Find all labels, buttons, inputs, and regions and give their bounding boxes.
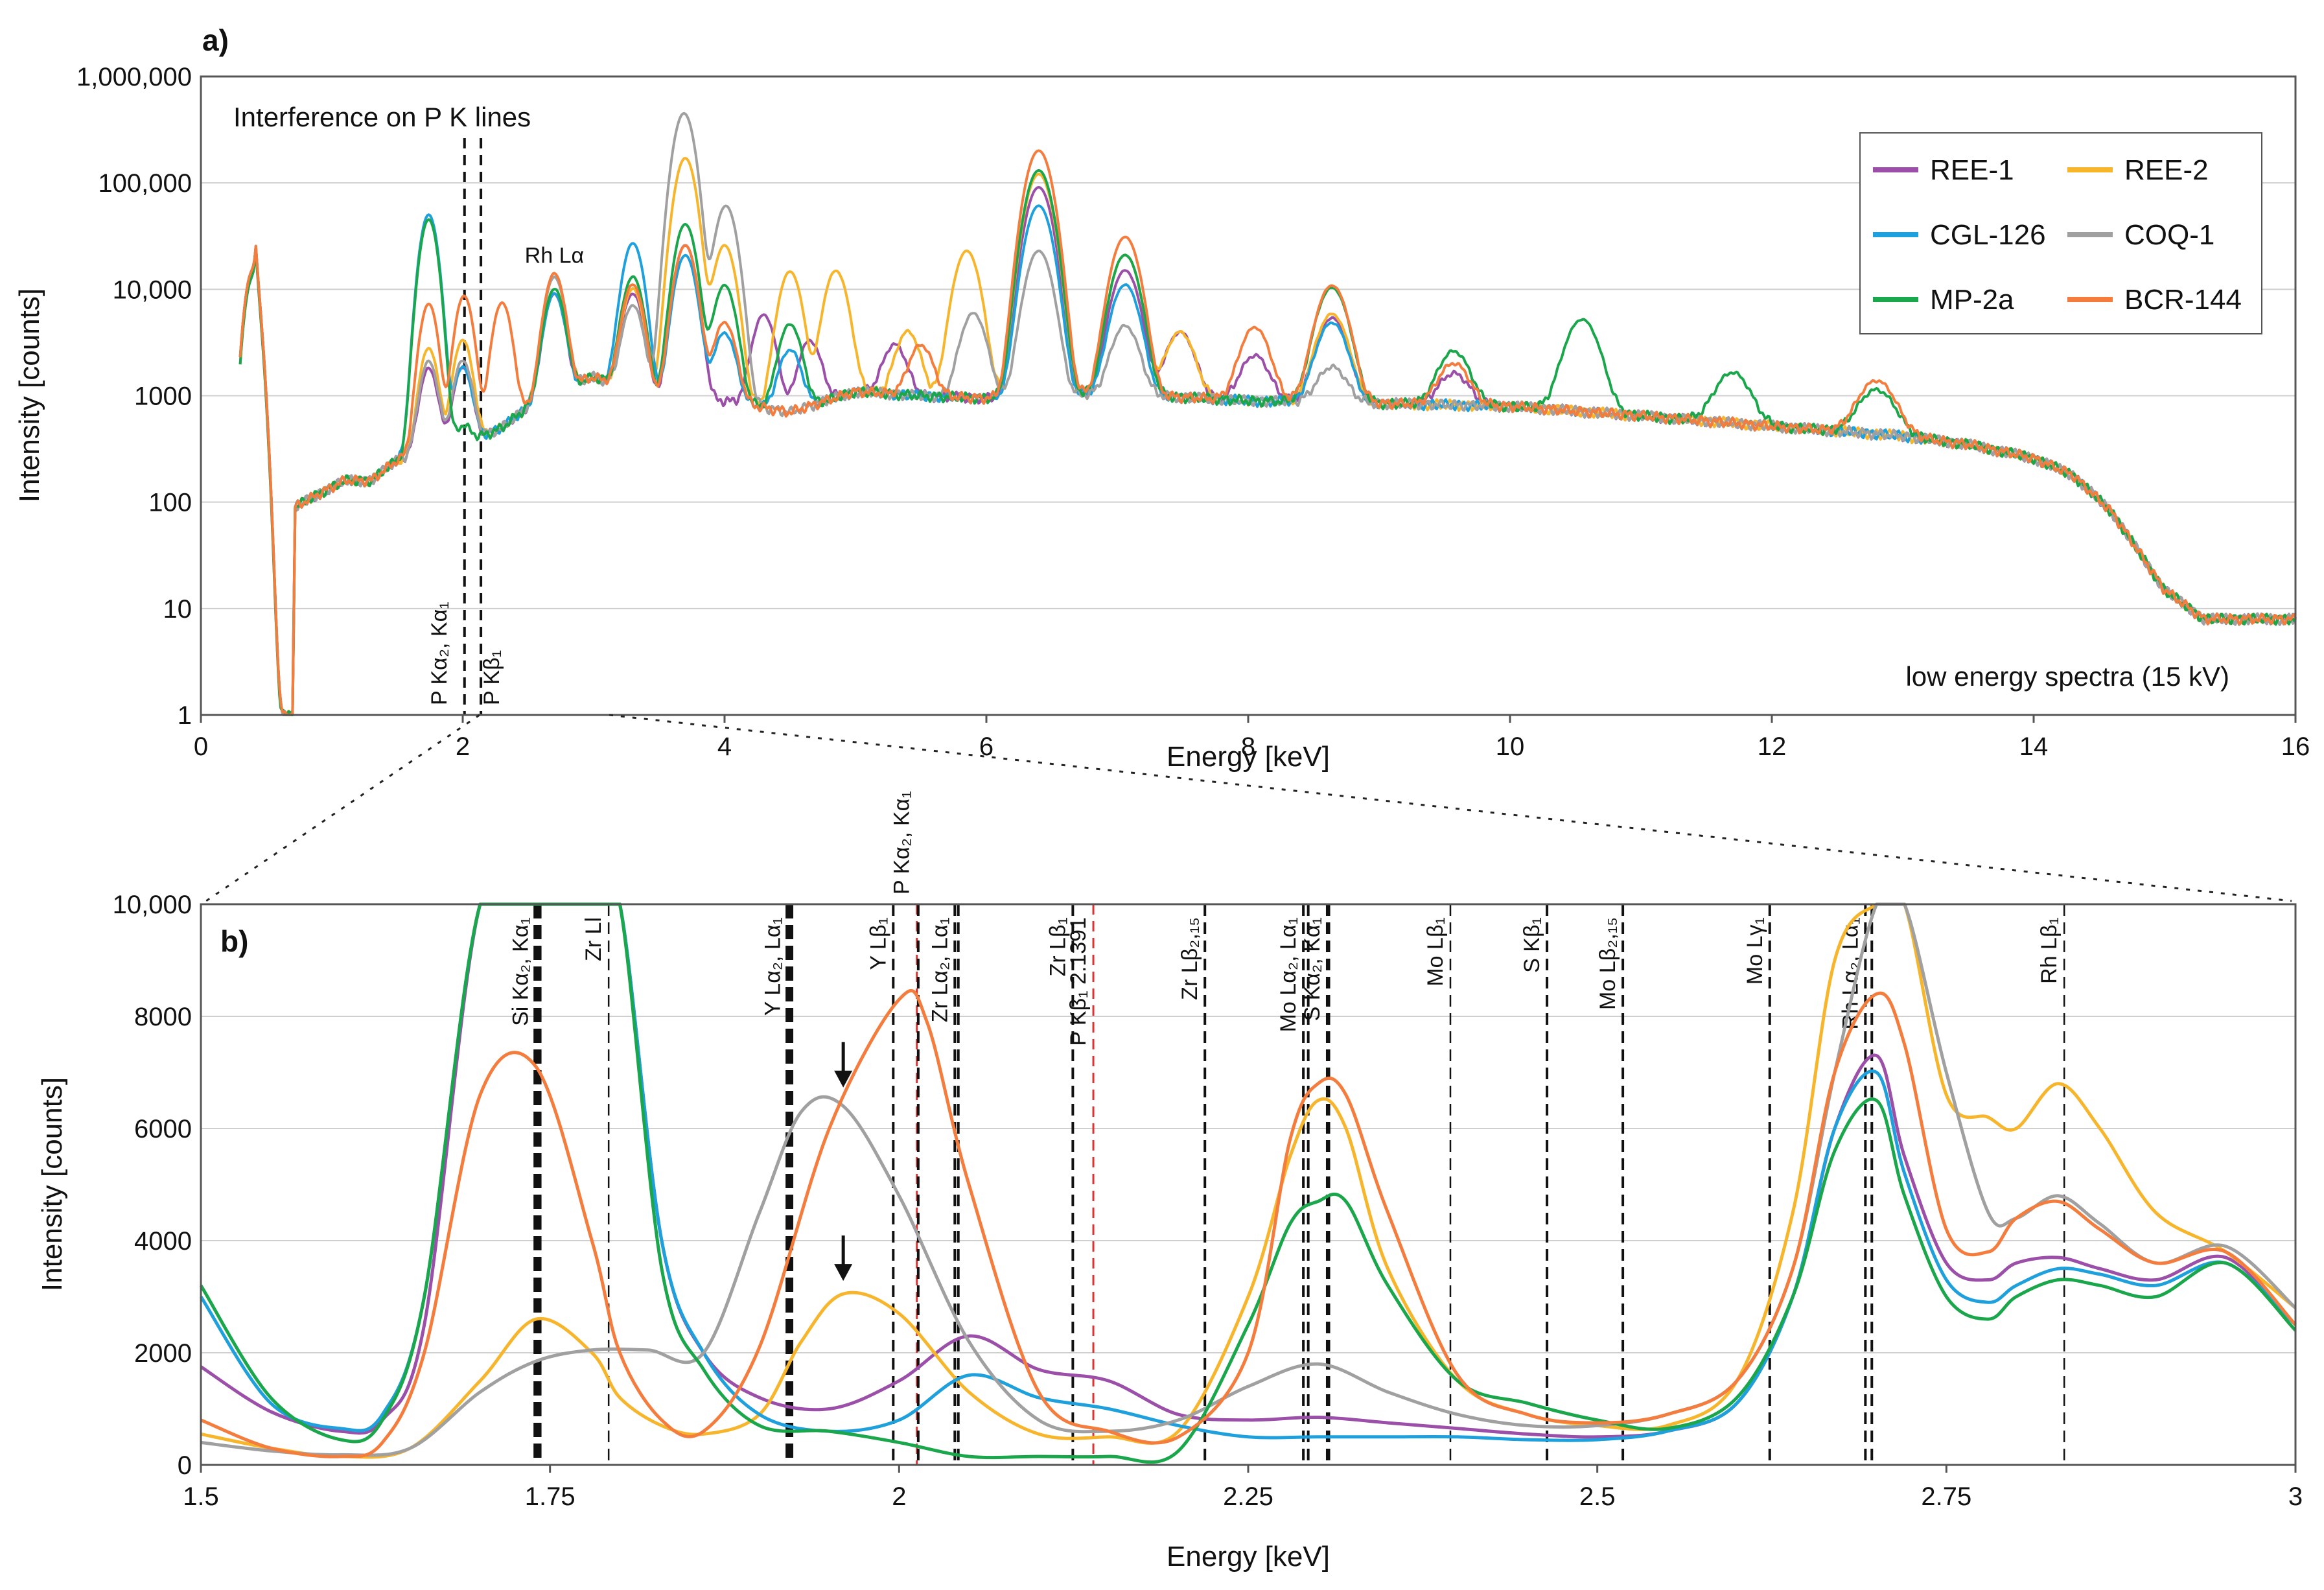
- zoom-connector-left: [205, 714, 480, 902]
- panel-b-ref-line-label: Mo Lβ₂,₁₅: [1596, 917, 1620, 1010]
- panel-b-x-tick-label: 1.5: [183, 1482, 219, 1511]
- panel-b-ref-line-label: Zr Lβ₁: [1045, 917, 1070, 976]
- panel-b-x-tick-label: 2.25: [1223, 1482, 1273, 1511]
- legend-box: [1859, 132, 2262, 334]
- panel-a-y-tick-label: 1,000,000: [76, 63, 192, 91]
- panel-b-x-tick-label: 3: [2288, 1482, 2303, 1511]
- legend-label-cgl-126: CGL-126: [1930, 219, 2046, 251]
- panel-b-ref-line-label: Rh Lβ₁: [2037, 917, 2062, 984]
- panel-a-y-tick-label: 10: [163, 595, 192, 624]
- panel-a-x-tick-label: 16: [2281, 732, 2310, 761]
- panel-b-y-tick-label: 10,000: [113, 891, 192, 919]
- panel-b-y-tick-label: 6000: [134, 1115, 192, 1143]
- panel-b-label: b): [220, 924, 248, 958]
- panel-a-x-axis-label: Energy [keV]: [1167, 741, 1330, 773]
- panel-a-series-bcr-144: [238, 149, 2297, 716]
- panel-a-x-tick-label: 4: [717, 732, 732, 761]
- arrow-head: [834, 1264, 853, 1281]
- panel-a-y-tick-label: 100,000: [98, 169, 192, 198]
- legend-label-ree-2: REE-2: [2124, 154, 2209, 186]
- panel-b-ref-line-label: Zr Lα₂, Lα₁: [927, 917, 952, 1022]
- panel-a-x-tick-label: 2: [456, 732, 470, 761]
- panel-b-ref-line-label: Zr Ll: [581, 917, 606, 961]
- legend: REE-1 REE-2 CGL-126 COQ-1 MP-2a BCR-144: [1859, 132, 2262, 334]
- panel-b-ref-line-label: Si Kα₂, Kα₁: [509, 917, 533, 1026]
- panel-a-label: a): [202, 23, 229, 57]
- panel-b-x-tick-label: 2: [892, 1482, 906, 1511]
- panel-a-y-tick-label: 1: [178, 701, 192, 730]
- panel-b-ref-line-label: Y Lα₂, Lα₁: [761, 917, 785, 1016]
- panel-b-y-tick-labels: 0 2000 4000 6000 8000 10,000: [113, 891, 192, 1480]
- panel-a-y-tick-label: 100: [148, 489, 192, 517]
- panel-a: a) P Kα₂, Kα₁ P Kβ₁ 110100100010,000100,0…: [14, 23, 2310, 773]
- panel-b-y-tick-label: 0: [178, 1451, 192, 1480]
- legend-label-ree-1: REE-1: [1930, 154, 2014, 186]
- panel-a-title: Interference on P K lines: [233, 102, 531, 132]
- panel-b-ref-line-label: P Kα₂, Kα₁: [890, 791, 914, 894]
- zoom-connector-right: [609, 714, 2292, 902]
- panel-b-ref-line-label: S Kα₂, Kα₁: [1300, 917, 1325, 1021]
- panel-b-y-tick-label: 8000: [134, 1003, 192, 1031]
- arrow-head: [834, 1070, 853, 1088]
- panel-b-ref-line-label: Zr Lβ₂,₁₅: [1178, 917, 1202, 1000]
- legend-label-bcr-144: BCR-144: [2124, 284, 2242, 316]
- panel-a-series: [238, 111, 2297, 716]
- panel-a-y-tick-label: 1000: [134, 382, 192, 411]
- panel-a-ref-line-label: P Kα₂, Kα₁: [427, 602, 452, 705]
- panel-a-x-tick-label: 8: [1241, 732, 1255, 761]
- panel-b-ref-line-label: P Kβ₁ 2.1391: [1066, 917, 1091, 1046]
- panel-b-ref-line-label: S Kβ₁: [1520, 917, 1544, 973]
- legend-label-coq-1: COQ-1: [2124, 219, 2214, 251]
- panel-b-x-tick-label: 2.75: [1921, 1482, 1971, 1511]
- panel-b-y-tick-label: 2000: [134, 1339, 192, 1368]
- panel-a-x-tick-label: 0: [194, 732, 208, 761]
- panel-b-y-tick-label: 4000: [134, 1227, 192, 1256]
- panel-a-x-tick-label: 6: [979, 732, 994, 761]
- panel-a-x-tick-label: 12: [1758, 732, 1787, 761]
- panel-b-series-bcr-144: [200, 988, 2297, 1458]
- panel-b-arrows: [834, 1042, 853, 1281]
- panel-b-series-ree-2: [200, 902, 2297, 1459]
- panel-a-ref-line-label: P Kβ₁: [480, 650, 504, 705]
- panel-a-y-axis-label: Intensity [counts]: [14, 288, 45, 502]
- panel-a-y-tick-label: 10,000: [113, 275, 192, 304]
- panel-b-x-tick-labels: 1.5 1.75 2 2.25 2.5 2.75 3: [183, 1465, 2303, 1511]
- panel-b-ref-line-label: Mo Lβ₁: [1423, 917, 1448, 987]
- panel-a-note: low energy spectra (15 kV): [1905, 661, 2229, 692]
- panel-b-x-tick-label: 1.75: [525, 1482, 575, 1511]
- annotation-rh-la: Rh Lα: [525, 243, 584, 268]
- panel-a-x-tick-labels: 0 2 4 6 8 10 12 14 16: [194, 715, 2310, 761]
- panel-a-x-tick-label: 14: [2019, 732, 2049, 761]
- panel-a-x-tick-label: 10: [1496, 732, 1525, 761]
- panel-b-y-axis-label: Intensity [counts]: [36, 1077, 68, 1291]
- panel-b-ref-line-label: Mo Lα₂, Lα₁: [1276, 917, 1301, 1032]
- panel-a-y-tick-labels: 1 10 100 1000 10,000 100,000 1,000,000: [76, 63, 192, 730]
- panel-b-series-coq-1: [200, 902, 2297, 1457]
- panel-b-ref-line-label: Y Lβ₁: [866, 917, 890, 970]
- legend-label-mp-2a: MP-2a: [1930, 284, 2014, 316]
- panel-b-ref-line-label: Mo Lγ₁: [1743, 917, 1767, 985]
- panel-b-x-tick-label: 2.5: [1579, 1482, 1616, 1511]
- panel-b-x-axis-label: Energy [keV]: [1167, 1541, 1330, 1572]
